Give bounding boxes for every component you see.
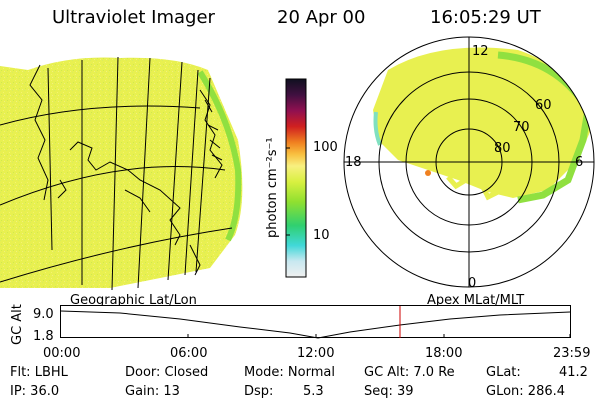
coastlines <box>29 64 223 276</box>
limb-brightening <box>197 70 242 242</box>
time-tick-0000: 00:00 <box>43 346 81 361</box>
glat-info-value: 41.2 <box>559 365 588 380</box>
polar-grid <box>343 36 595 288</box>
altitude-axis-title: GC Alt <box>10 304 25 345</box>
polar-mlat-mlt-plot <box>343 36 595 288</box>
dsp-info-value: 5.3 <box>303 384 324 399</box>
time-tick-1200: 12:00 <box>297 346 335 361</box>
altitude-timeline-plot <box>60 305 571 339</box>
altitude-tick-1-8: 1.8 <box>33 329 54 344</box>
time-tick-0600: 06:00 <box>170 346 208 361</box>
filter-info: Flt: LBHL <box>10 365 68 380</box>
mlt-label-6: 6 <box>575 155 584 170</box>
latitude-grid <box>0 105 233 283</box>
auroral-emission-fill <box>0 57 243 288</box>
mlat-label-70: 70 <box>513 120 530 135</box>
mlt-label-0: 0 <box>468 276 477 291</box>
longitude-grid <box>47 56 211 290</box>
mlat-label-80: 80 <box>494 141 511 156</box>
gain-info: Gain: 13 <box>125 384 180 399</box>
colorbar-tick-100: 100 <box>313 140 338 155</box>
gc-alt-info: GC Alt: 7.0 Re <box>364 365 455 380</box>
colorbar-tick-10: 10 <box>313 228 330 243</box>
door-info: Door: Closed <box>125 365 209 380</box>
mlat-label-60: 60 <box>535 98 552 113</box>
geographic-label: Geographic Lat/Lon <box>70 293 197 308</box>
apex-label: Apex MLat/MLT <box>427 293 525 308</box>
colorbar <box>285 78 307 278</box>
glat-info-label: GLat: <box>486 365 521 380</box>
time-tick-2359: 23:59 <box>553 346 591 361</box>
date-label: 20 Apr 00 <box>277 7 366 28</box>
seq-info: Seq: 39 <box>364 384 414 399</box>
glon-info: GLon: 286.4 <box>486 384 566 399</box>
time-label: 16:05:29 UT <box>430 7 541 28</box>
mlt-label-12: 12 <box>472 44 489 59</box>
earth-disk <box>0 57 243 288</box>
colorbar-unit-label: photon cm⁻²s⁻¹ <box>265 137 280 238</box>
polar-emission <box>373 47 593 204</box>
instrument-title: Ultraviolet Imager <box>52 7 215 28</box>
dsp-info-label: Dsp: <box>244 384 274 399</box>
altitude-curve <box>60 310 571 339</box>
time-tick-1800: 18:00 <box>425 346 463 361</box>
mode-info: Mode: Normal <box>244 365 335 380</box>
ip-info: IP: 36.0 <box>10 384 60 399</box>
altitude-tick-9: 9.0 <box>33 307 54 322</box>
geographic-auroral-image <box>0 56 243 290</box>
mlt-label-18: 18 <box>345 155 362 170</box>
